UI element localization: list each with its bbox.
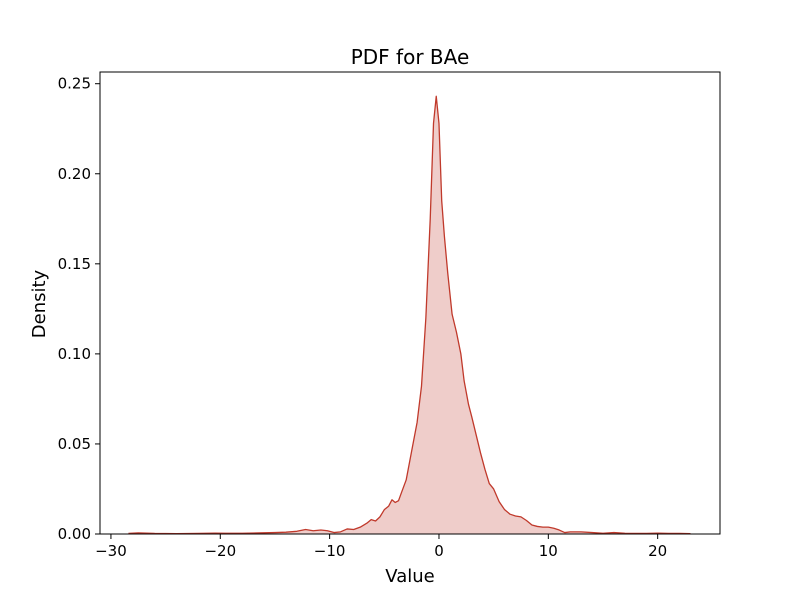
axes: −30 −20 −10 0 10 20 0.00 0.05 0.10 0.15 0.20 0.25	[58, 71, 721, 560]
y-tick-label: 0.20	[58, 165, 91, 183]
x-tick-label: −20	[204, 542, 236, 560]
y-axis-label: Density	[29, 269, 50, 338]
x-tick-label: −10	[314, 542, 346, 560]
x-tick-label: 20	[648, 542, 667, 560]
x-axis-label: Value	[385, 566, 434, 587]
y-tick-label: 0.10	[58, 345, 91, 363]
x-tick-label: 10	[539, 542, 558, 560]
axes-frame	[99, 71, 721, 535]
x-tick-label: −30	[95, 542, 127, 560]
y-tick-label: 0.25	[58, 75, 91, 93]
y-tick-label: 0.00	[58, 525, 91, 543]
y-tick-label: 0.05	[58, 435, 91, 453]
chart-title: PDF for BAe	[351, 45, 470, 69]
density-curve	[128, 95, 691, 535]
plot-area	[128, 95, 691, 535]
x-tick-label: 0	[434, 542, 444, 560]
y-tick-label: 0.15	[58, 255, 91, 273]
